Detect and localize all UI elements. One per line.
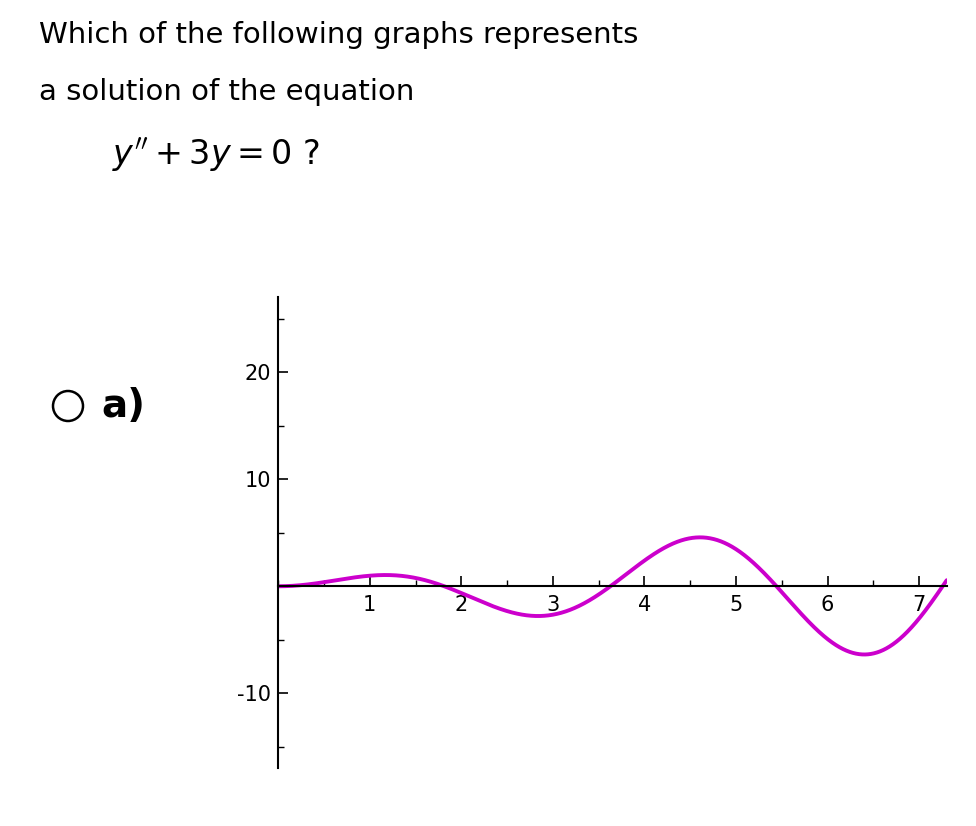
Text: a): a) bbox=[101, 387, 145, 425]
Text: $y'' +3y=0\ ?$: $y'' +3y=0\ ?$ bbox=[112, 136, 320, 174]
Text: Which of the following graphs represents: Which of the following graphs represents bbox=[39, 21, 638, 49]
Text: a solution of the equation: a solution of the equation bbox=[39, 78, 415, 107]
